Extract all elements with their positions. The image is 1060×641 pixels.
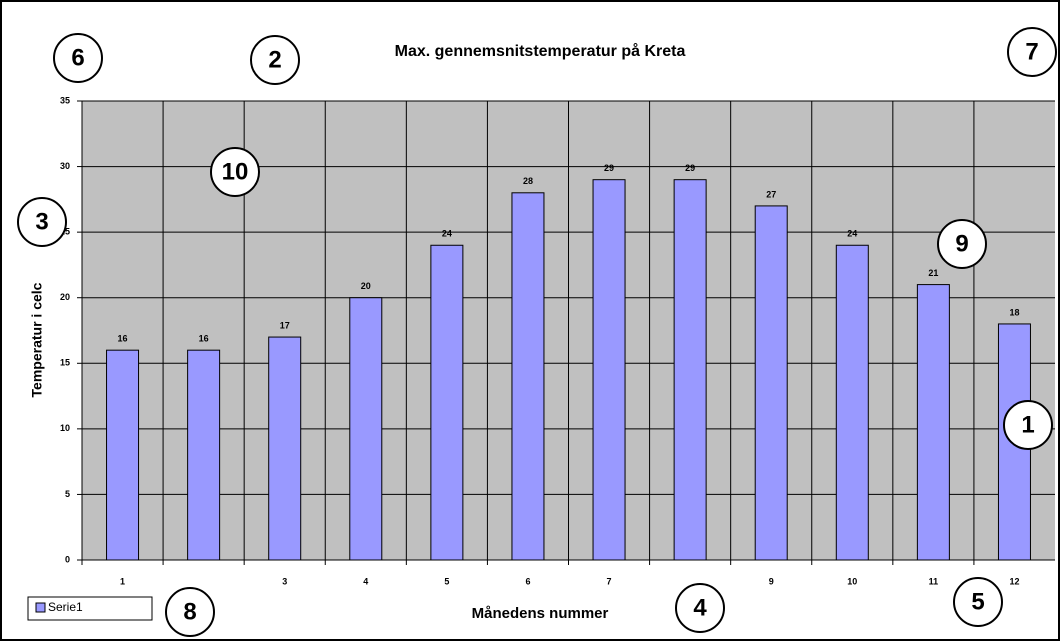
- annotation-circle: [1007, 27, 1057, 77]
- x-tick-label: 4: [363, 576, 368, 586]
- x-tick-label: 12: [1009, 576, 1019, 586]
- x-tick-label: 1: [120, 576, 125, 586]
- x-axis-label: Månedens nummer: [472, 605, 609, 622]
- annotation-circle: [1003, 400, 1053, 450]
- bar: [592, 179, 626, 561]
- bar: [349, 297, 383, 561]
- bar: [916, 284, 950, 561]
- annotation-number: 10: [222, 158, 249, 185]
- data-label: 18: [1009, 307, 1019, 317]
- annotation-number: 7: [1025, 38, 1038, 65]
- bar: [187, 349, 221, 561]
- bar: [673, 179, 707, 561]
- legend-label: Serie1: [48, 600, 83, 614]
- y-tick-label: 35: [60, 95, 70, 105]
- y-tick-label: 20: [60, 292, 70, 302]
- data-label: 29: [604, 163, 614, 173]
- data-label: 20: [361, 281, 371, 291]
- data-label: 27: [766, 189, 776, 199]
- x-tick-label: 10: [847, 576, 857, 586]
- data-label: 24: [442, 229, 452, 239]
- data-label: 29: [685, 163, 695, 173]
- annotation-circle: [937, 219, 987, 269]
- bar: [106, 349, 140, 561]
- annotation-number: 8: [183, 598, 196, 625]
- annotation-circle: [53, 33, 103, 83]
- annotation-circle: [953, 577, 1003, 627]
- y-tick-label: 15: [60, 358, 70, 368]
- annotation-number: 1: [1021, 411, 1034, 438]
- x-tick-label: 9: [769, 576, 774, 586]
- x-tick-label: 7: [607, 576, 612, 586]
- data-label: 21: [928, 268, 938, 278]
- annotation-circle: [250, 35, 300, 85]
- bar: [754, 205, 788, 561]
- bar: [430, 244, 464, 561]
- y-tick-label: 30: [60, 161, 70, 171]
- data-label: 16: [118, 334, 128, 344]
- annotation-circle: [210, 147, 260, 197]
- y-tick-label: 0: [65, 554, 70, 564]
- bar: [835, 244, 869, 561]
- y-tick-label: 5: [65, 489, 70, 499]
- data-label: 28: [523, 176, 533, 186]
- annotation-number: 9: [955, 230, 968, 257]
- bar: [268, 336, 302, 561]
- annotation-number: 5: [971, 588, 984, 615]
- annotation-number: 4: [693, 594, 707, 621]
- chart-title: Max. gennemsnitstemperatur på Kreta: [395, 42, 686, 60]
- annotation-circle: [17, 197, 67, 247]
- annotation-number: 2: [268, 46, 281, 73]
- x-tick-label: 6: [525, 576, 530, 586]
- x-tick-label: 11: [929, 576, 939, 586]
- x-tick-label: 5: [444, 576, 449, 586]
- data-label: 24: [847, 229, 857, 239]
- data-label: 16: [199, 334, 209, 344]
- legend-swatch: [35, 602, 46, 613]
- data-label: 17: [280, 320, 290, 330]
- x-tick-label: 3: [282, 576, 287, 586]
- annotation-circle: [675, 583, 725, 633]
- annotation-number: 6: [71, 44, 84, 71]
- y-tick-label: 10: [60, 423, 70, 433]
- legend-box: [27, 596, 153, 621]
- annotation-number: 3: [35, 208, 48, 235]
- annotation-circle: [165, 587, 215, 637]
- bar: [511, 192, 545, 561]
- y-axis-label: Temperatur i celc: [29, 282, 45, 397]
